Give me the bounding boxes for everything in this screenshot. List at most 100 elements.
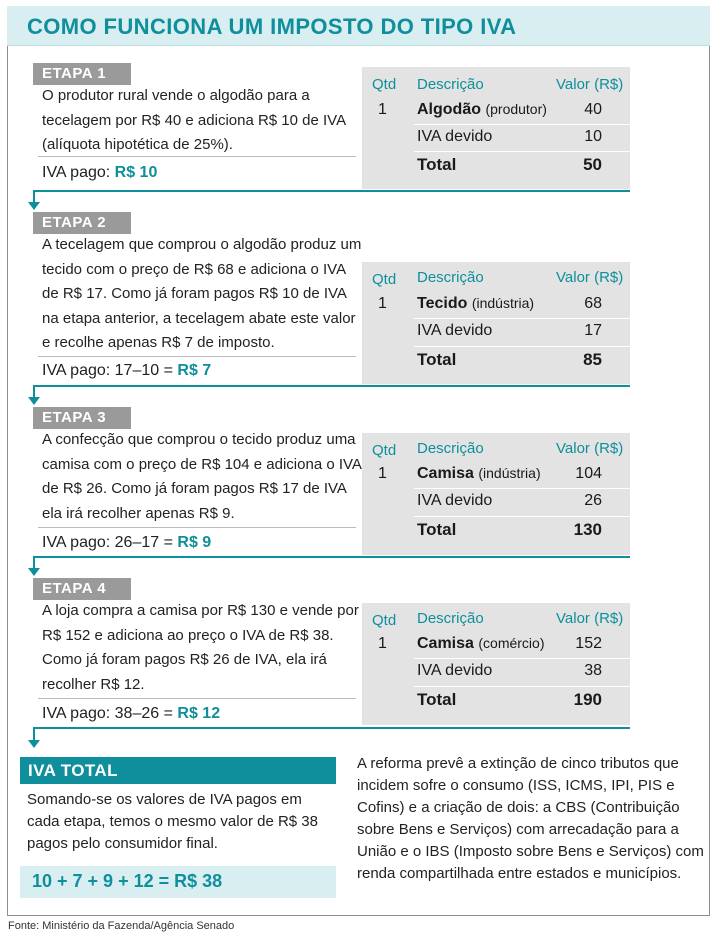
- total-label: Total: [417, 690, 457, 709]
- value-header: Valor (R$): [556, 76, 624, 93]
- item-sector: (comércio): [478, 635, 545, 651]
- connector-line-2: [33, 385, 630, 387]
- connector-drop-1: [33, 190, 35, 202]
- connector-line-3: [33, 556, 630, 558]
- row-separator: [414, 318, 630, 319]
- connector-line-4: [33, 727, 630, 729]
- row-separator: [414, 346, 630, 347]
- iva-paid-prefix-2: IVA pago: 17–10 =: [42, 362, 173, 379]
- stage-text-2: A tecelagem que comprou o algodão produz…: [42, 236, 362, 351]
- connector-line-1: [33, 190, 630, 192]
- item-name: Tecido: [417, 295, 468, 312]
- item-name: Algodão: [417, 101, 481, 118]
- row-separator: [414, 658, 630, 659]
- desc-header: Descrição: [417, 610, 484, 627]
- divider-2: [38, 356, 356, 357]
- total-value: 130: [573, 520, 602, 539]
- arrow-down-icon: [28, 740, 40, 748]
- iva-due-value: 26: [584, 492, 602, 509]
- iva-paid-prefix-4: IVA pago: 38–26 =: [42, 705, 173, 722]
- iva-paid-value-2: R$ 7: [177, 362, 212, 379]
- connector-drop-2: [33, 385, 35, 397]
- item-cell: Algodão (produtor): [417, 101, 547, 119]
- stage-label-1: ETAPA 1: [33, 63, 131, 85]
- iva-due-label: IVA devido: [417, 662, 493, 679]
- stage-label-3: ETAPA 3: [33, 407, 131, 429]
- connector-drop-4: [33, 727, 35, 740]
- row-separator: [414, 686, 630, 687]
- row-separator: [414, 124, 630, 125]
- item-name: Camisa: [417, 465, 474, 482]
- qty-cell: 1: [378, 295, 387, 312]
- stage-text-3: A confecção que comprou o tecido produz …: [42, 431, 362, 522]
- desc-header: Descrição: [417, 440, 484, 457]
- arrow-down-icon: [28, 568, 40, 576]
- desc-header: Descrição: [417, 269, 484, 286]
- value-header: Valor (R$): [556, 440, 624, 457]
- item-cell: Camisa (comércio): [417, 635, 545, 653]
- iva-total-sum-box: 10 + 7 + 9 + 12 = R$ 38: [20, 866, 336, 898]
- row-separator: [414, 516, 630, 517]
- value-table-4: Qtd Descrição Valor (R$) 1 Camisa (comér…: [362, 603, 630, 725]
- item-sector: (indústria): [478, 465, 541, 481]
- item-value: 40: [584, 101, 602, 118]
- item-value: 104: [575, 465, 602, 482]
- stage-label-2: ETAPA 2: [33, 212, 131, 234]
- arrow-down-icon: [28, 202, 40, 210]
- arrow-down-icon: [28, 397, 40, 405]
- qty-header: Qtd: [372, 612, 397, 629]
- total-value: 190: [573, 690, 602, 709]
- row-separator: [414, 151, 630, 152]
- qty-header: Qtd: [372, 271, 397, 288]
- iva-paid-prefix-1: IVA pago:: [42, 164, 111, 181]
- item-name: Camisa: [417, 635, 474, 652]
- total-label: Total: [417, 520, 457, 539]
- item-cell: Tecido (indústria): [417, 295, 534, 313]
- qty-header: Qtd: [372, 76, 397, 93]
- value-table-1: Qtd Descrição Valor (R$) 1 Algodão (prod…: [362, 67, 630, 189]
- item-value: 152: [575, 635, 602, 652]
- iva-total-sum: 10 + 7 + 9 + 12 = R$ 38: [32, 871, 223, 891]
- iva-due-label: IVA devido: [417, 128, 493, 145]
- value-header: Valor (R$): [556, 610, 624, 627]
- qty-cell: 1: [378, 465, 387, 482]
- value-table-3: Qtd Descrição Valor (R$) 1 Camisa (indús…: [362, 433, 630, 555]
- item-cell: Camisa (indústria): [417, 465, 541, 483]
- desc-header: Descrição: [417, 76, 484, 93]
- title-bar: COMO FUNCIONA UM IMPOSTO DO TIPO IVA: [7, 6, 710, 46]
- value-header: Valor (R$): [556, 269, 624, 286]
- iva-paid-4: IVA pago: 38–26 = R$ 12: [42, 705, 220, 723]
- qty-cell: 1: [378, 635, 387, 652]
- stage-label-4: ETAPA 4: [33, 578, 131, 600]
- iva-due-label: IVA devido: [417, 322, 493, 339]
- iva-paid-2: IVA pago: 17–10 = R$ 7: [42, 362, 211, 380]
- row-separator: [414, 488, 630, 489]
- total-label: Total: [417, 350, 457, 369]
- iva-paid-value-3: R$ 9: [177, 534, 212, 551]
- iva-total-label: IVA TOTAL: [20, 757, 336, 784]
- iva-paid-value-4: R$ 12: [177, 705, 221, 722]
- item-value: 68: [584, 295, 602, 312]
- stage-text-1: O produtor rural vende o algodão para a …: [42, 87, 346, 153]
- iva-total-text: Somando-se os valores de IVA pagos em ca…: [27, 791, 318, 852]
- connector-drop-3: [33, 556, 35, 568]
- item-sector: (indústria): [471, 295, 535, 311]
- item-sector: (produtor): [485, 101, 547, 117]
- qty-header: Qtd: [372, 442, 397, 459]
- iva-paid-3: IVA pago: 26–17 = R$ 9: [42, 534, 211, 552]
- divider-3: [38, 527, 356, 528]
- divider-1: [38, 156, 356, 157]
- total-value: 85: [583, 350, 602, 369]
- total-value: 50: [583, 155, 602, 174]
- iva-due-value: 10: [584, 128, 602, 145]
- qty-cell: 1: [378, 101, 387, 118]
- value-table-2: Qtd Descrição Valor (R$) 1 Tecido (indús…: [362, 262, 630, 384]
- source-credit: Fonte: Ministério da Fazenda/Agência Sen…: [8, 920, 235, 932]
- iva-paid-value-1: R$ 10: [114, 164, 158, 181]
- total-label: Total: [417, 155, 457, 174]
- iva-due-value: 38: [584, 662, 602, 679]
- stage-text-4: A loja compra a camisa por R$ 130 e vend…: [42, 602, 359, 693]
- page-title: COMO FUNCIONA UM IMPOSTO DO TIPO IVA: [27, 14, 517, 39]
- iva-due-value: 17: [584, 322, 602, 339]
- iva-paid-1: IVA pago: R$ 10: [42, 164, 157, 182]
